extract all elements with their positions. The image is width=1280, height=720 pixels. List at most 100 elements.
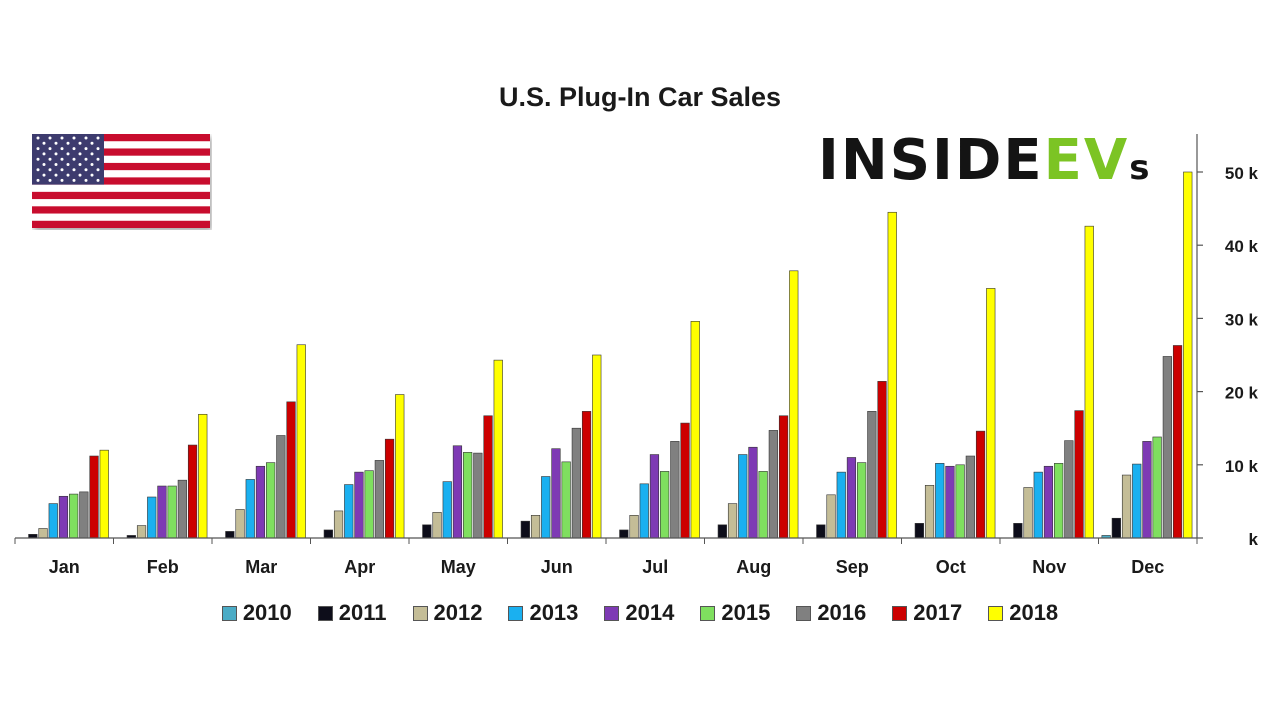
bar-2015-may [463,452,473,539]
x-tick-label-mar: Mar [245,557,277,577]
bar-2018-nov [1084,225,1094,539]
y-tick-label: 30 k [1225,310,1259,329]
bar-2013-apr [344,484,354,539]
bar-2011-mar [225,531,235,539]
bar-2014-mar [255,465,266,539]
bar-2017-feb [187,444,198,539]
bar-2017-dec [1172,345,1183,539]
bar-2016-jan [79,491,89,539]
y-tick-label: 50 k [1225,164,1259,183]
bar-2013-nov [1033,471,1043,539]
bar-2018-jul [690,321,700,539]
bar-2017-jul [680,422,690,539]
bar-2015-jul [660,471,670,539]
bar-2018-sep [887,211,897,539]
bar-2015-jun [561,461,571,539]
bar-2014-jun [551,448,561,539]
legend-item-2010: 2010 [221,600,292,626]
bar-2012-feb [136,525,147,539]
bar-2013-may [442,481,452,539]
legend-label: 2010 [242,600,292,625]
x-tick-label-nov: Nov [1032,557,1066,577]
legend-item-2012: 2012 [412,600,482,626]
x-tick-label-jul: Jul [642,557,668,577]
bar-2013-feb [147,496,157,539]
bar-2014-may [452,445,463,539]
bar-2016-aug [768,430,778,539]
bar-2016-oct [965,455,975,539]
bar-2015-mar [266,462,276,539]
legend-swatch [604,605,620,621]
bar-2014-oct [945,465,955,539]
bar-2013-jun [541,476,551,539]
bar-2015-aug [758,471,768,539]
bar-2016-mar [276,435,286,539]
bar-2015-jan [69,493,79,539]
x-tick-label-may: May [441,557,476,577]
x-tick-label-feb: Feb [147,557,179,577]
bar-2016-may [473,452,483,539]
bar-2011-nov [1013,523,1023,539]
bar-2012-jan [38,528,48,539]
bar-2014-aug [748,446,758,539]
bar-2017-jan [89,455,99,539]
legend-swatch [796,605,812,621]
bar-2016-jul [670,441,680,539]
bar-2012-sep [826,494,836,539]
bar-2012-jul [629,515,639,539]
bar-2012-oct [924,484,935,539]
bar-2018-dec [1183,171,1193,539]
us-flag-icon [32,134,210,228]
bar-2011-jun [520,520,530,539]
bar-2018-aug [789,270,799,539]
bar-2013-jul [639,483,649,539]
bar-2016-jun [571,427,581,539]
legend-swatch [221,605,237,621]
legend-item-2018: 2018 [988,600,1058,626]
y-tick-label: 20 k [1225,384,1259,403]
legend-swatch [700,605,716,621]
legend-item-2015: 2015 [700,600,770,626]
legend-label: 2015 [721,600,771,625]
legend-label: 2016 [817,600,867,625]
bar-2015-feb [167,485,177,539]
legend-swatch [412,605,428,621]
bar-2016-sep [867,411,877,539]
bar-2016-nov [1064,440,1074,539]
bar-2013-sep [836,471,846,539]
bar-2011-aug [717,524,727,539]
legend-item-2016: 2016 [796,600,866,626]
bar-2012-nov [1023,487,1033,539]
legend-swatch [988,605,1004,621]
bar-2016-feb [177,479,187,539]
bar-2015-oct [955,464,965,539]
bar-2015-nov [1054,463,1064,539]
legend-item-2017: 2017 [892,600,962,626]
bar-2012-may [432,512,442,539]
x-tick-label-sep: Sep [836,557,869,577]
bar-2018-mar [296,344,306,539]
bar-2017-may [483,415,493,539]
bar-2017-jun [581,411,592,539]
bar-2012-jun [530,515,541,539]
legend-label: 2013 [529,600,579,625]
legend-item-2013: 2013 [508,600,578,626]
bar-2013-dec [1132,463,1142,539]
bar-2014-jan [58,495,69,539]
bar-2012-dec [1121,474,1132,539]
chart-legend: 2010 2011 2012 2013 2014 2015 2016 2017 2018 [0,600,1280,626]
bar-2011-jul [619,529,629,539]
bar-2011-apr [323,529,333,539]
bar-2013-mar [245,479,255,539]
brand-accent: EV [1043,128,1130,193]
legend-item-2011: 2011 [317,600,387,626]
bar-2011-may [422,524,432,539]
bar-2018-jan [99,449,109,539]
legend-label: 2011 [338,600,387,625]
legend-label: 2018 [1009,600,1059,625]
x-tick-label-oct: Oct [936,557,966,577]
legend-label: 2017 [913,600,963,625]
bar-chart-plot: Jan Feb Mar Apr May Jun Jul Aug Sep Oct Nov Dec k 10… [14,134,1259,577]
bar-2017-mar [286,401,296,539]
bar-2014-feb [157,485,167,539]
